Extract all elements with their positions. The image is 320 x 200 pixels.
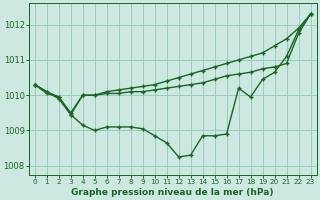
X-axis label: Graphe pression niveau de la mer (hPa): Graphe pression niveau de la mer (hPa)	[71, 188, 274, 197]
